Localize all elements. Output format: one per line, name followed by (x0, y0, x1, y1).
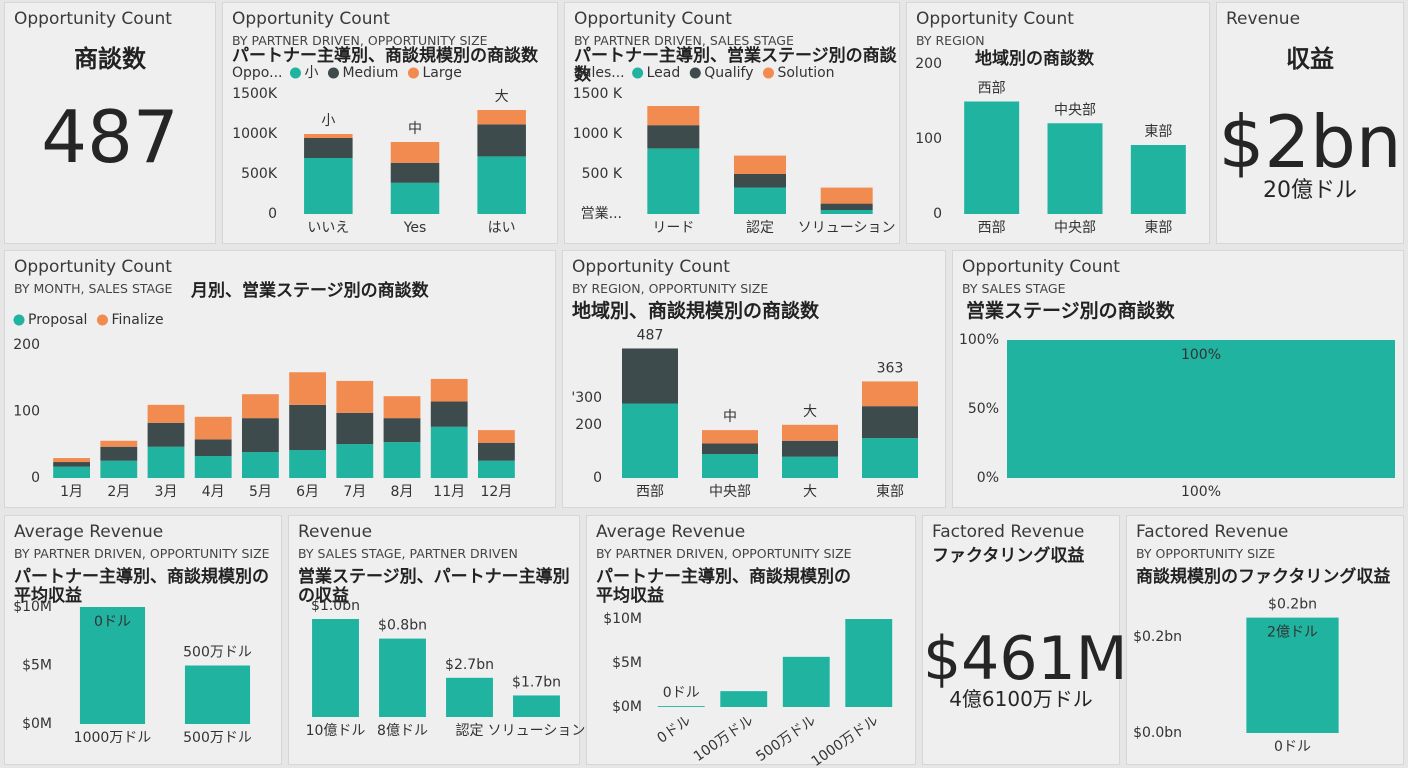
tile-heading: 商談規模別のファクタリング収益 (1136, 567, 1391, 587)
tile-subtitle: BY SALES STAGE, PARTNER DRIVEN (298, 546, 518, 561)
tile-subtitle: BY PARTNER DRIVEN, OPPORTUNITY SIZE (232, 33, 488, 48)
tile-title: Average Revenue (596, 522, 746, 542)
tile-subtitle: BY PARTNER DRIVEN, SALES STAGE (574, 33, 794, 48)
tile-heading: パートナー主導別、営業ステージ別の商談数 (574, 46, 897, 85)
tile-subtitle: BY REGION (916, 33, 985, 48)
card-value-sub: 20億ドル (1263, 178, 1357, 203)
tile: Opportunity Count BY MONTH, SALES STAGE 月別… (4, 250, 556, 508)
tile-subtitle: BY MONTH, SALES STAGE (14, 281, 173, 296)
tile: Opportunity Count 商談数 487 (4, 2, 216, 244)
tile: Opportunity Count BY PARTNER DRIVEN, SALE… (564, 2, 900, 244)
tile-subtitle: BY REGION, OPPORTUNITY SIZE (572, 281, 769, 296)
tile-title: Factored Revenue (932, 522, 1085, 542)
tile-heading: パートナー主導別、商談規模別の商談数 (232, 46, 538, 66)
tile-title: Opportunity Count (572, 257, 730, 277)
tile-title: Average Revenue (14, 522, 164, 542)
tile: Factored Revenue ファクタリング収益 $461M 4億6100万ドル (922, 515, 1128, 765)
tile-title: Revenue (298, 522, 373, 542)
tile: Revenue 収益 $2bn 20億ドル (1216, 2, 1404, 244)
tile-title: Opportunity Count (14, 257, 172, 277)
card-value: 487 (41, 95, 179, 179)
tile-heading: 地域別の商談数 (975, 49, 1094, 69)
tile-heading: パートナー主導別、商談規模別の平均収益 (14, 567, 269, 606)
tile: Average Revenue BY PARTNER DRIVEN, OPPORT… (586, 515, 916, 765)
tile-subtitle: BY SALES STAGE (962, 281, 1066, 296)
tile: Factored Revenue BY OPPORTUNITY SIZE 商談規模別… (1126, 515, 1404, 765)
tile-title: Factored Revenue (1136, 522, 1289, 542)
tile: Opportunity Count BY REGION, OPPORTUNITY … (562, 250, 946, 508)
tile-heading: 営業ステージ別、パートナー主導別の収益 (298, 567, 570, 606)
tile-subtitle: BY PARTNER DRIVEN, OPPORTUNITY SIZE (596, 546, 852, 561)
tile-title: Opportunity Count (14, 9, 172, 29)
card-subtitle: 収益 (1286, 45, 1334, 73)
tile: Opportunity Count BY REGION 地域別の商談数 (906, 2, 1210, 244)
tile-heading: 地域別、商談規模別の商談数 (572, 300, 820, 322)
tile-title: Opportunity Count (574, 9, 732, 29)
tile-title: Opportunity Count (916, 9, 1074, 29)
tile: Opportunity Count BY SALES STAGE 営業ステージ別の商… (952, 250, 1404, 508)
tile: Opportunity Count BY PARTNER DRIVEN, OPPO… (222, 2, 558, 244)
tile: Average Revenue BY PARTNER DRIVEN, OPPORT… (4, 515, 282, 765)
card-value: $461M (923, 624, 1128, 694)
tile-heading: 月別、営業ステージ別の商談数 (191, 281, 429, 301)
tile-subtitle: BY OPPORTUNITY SIZE (1136, 546, 1276, 561)
card-value: $2bn (1218, 100, 1402, 184)
tile: Revenue BY SALES STAGE, PARTNER DRIVEN 営業ス… (288, 515, 580, 765)
tile-heading: 営業ステージ別の商談数 (966, 300, 1175, 322)
card-subtitle: ファクタリング収益 (932, 546, 1085, 566)
tile-subtitle: BY PARTNER DRIVEN, OPPORTUNITY SIZE (14, 546, 270, 561)
tile-title: Revenue (1226, 9, 1301, 29)
card-subtitle: 商談数 (74, 45, 146, 73)
tile-heading: パートナー主導別、商談規模別の平均収益 (596, 567, 851, 606)
card-value-sub: 4億6100万ドル (949, 687, 1093, 711)
tile-title: Opportunity Count (232, 9, 390, 29)
tile-title: Opportunity Count (962, 257, 1120, 277)
